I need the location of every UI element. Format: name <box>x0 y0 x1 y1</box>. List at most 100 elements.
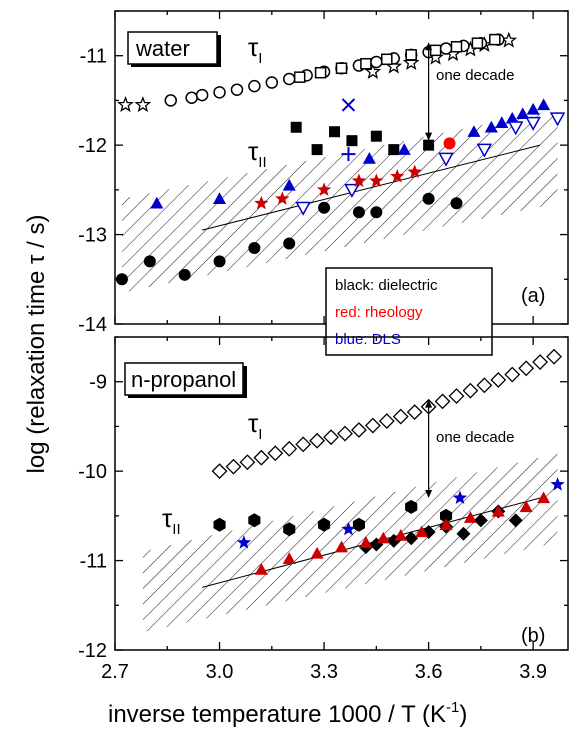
data-points <box>115 31 566 286</box>
triangle-down-open-marker <box>344 183 360 198</box>
triangle-down-open-marker <box>549 112 566 127</box>
triangle-filled-marker <box>463 511 477 523</box>
triangle-filled-marker <box>519 500 533 513</box>
y-tick-label: -10 <box>78 461 107 483</box>
circle-filled-marker <box>143 255 156 268</box>
triangle-filled-marker <box>310 546 324 559</box>
diamond-filled-marker <box>404 531 419 546</box>
diamond-open-marker <box>323 429 339 446</box>
square-open-marker <box>381 53 393 66</box>
hexagon-filled-marker <box>440 508 453 523</box>
square-filled-marker <box>290 121 302 133</box>
y-tick-label: -13 <box>78 225 107 247</box>
circle-open-marker <box>185 91 198 104</box>
hexagon-filled-marker <box>213 517 226 532</box>
sample-label-shadow <box>243 366 247 398</box>
diamond-open-marker <box>337 425 353 442</box>
star-open-marker <box>134 96 152 113</box>
y-axis-ticks: -12 -11 -10 -9 <box>78 336 568 662</box>
fit-line-segment <box>201 144 541 231</box>
square-open-marker <box>489 33 501 46</box>
triangle-filled-marker <box>505 111 519 124</box>
legend-frame <box>325 267 493 356</box>
tau-I-subscript: I <box>258 50 262 67</box>
circle-filled-marker <box>318 201 331 214</box>
triangle-down-open-marker <box>438 152 454 167</box>
triangle-filled-marker <box>495 116 509 128</box>
tau-II-symbol: τ <box>162 503 173 533</box>
sample-label: n-propanol <box>124 362 247 398</box>
y-tick-label: -12 <box>78 640 107 662</box>
triangle-filled-marker <box>415 525 429 538</box>
star-filled-marker <box>254 195 269 210</box>
diamond-open-marker <box>239 454 256 471</box>
circle-filled-marker <box>352 206 365 219</box>
tau-I-symbol: τ <box>248 408 259 438</box>
triangle-filled-marker <box>335 540 348 553</box>
x-marker <box>341 98 356 112</box>
triangle-filled-marker <box>362 152 376 164</box>
triangle-filled-marker <box>484 120 498 133</box>
circle-filled-marker <box>115 273 128 286</box>
circle-open-marker <box>439 42 453 55</box>
triangle-filled-marker <box>282 552 296 564</box>
tau-II-label: τII <box>162 503 181 538</box>
triangle-filled-marker <box>537 98 551 111</box>
diamond-open-marker <box>434 393 451 410</box>
square-open-marker <box>471 37 484 49</box>
triangle-filled-marker <box>213 192 227 204</box>
arrow-head-up <box>425 42 433 51</box>
tau-I-symbol: τ <box>248 32 259 62</box>
y-axis-ticks: -14 -13 -12 -11 <box>78 10 568 336</box>
triangle-down-open-marker <box>507 121 524 136</box>
star-filled-marker <box>275 191 290 205</box>
circle-filled-marker <box>422 192 435 205</box>
y-tick-label: -11 <box>80 46 107 68</box>
legend-box: black: dielectric red: rheology blue: DL… <box>325 267 493 356</box>
square-filled-marker <box>329 126 341 138</box>
y-tick-label: -11 <box>80 551 107 573</box>
tau-I-label: τI <box>248 32 262 67</box>
square-filled-marker <box>346 135 358 147</box>
x-tick-label: 3.3 <box>310 661 338 683</box>
sample-label-shadow-bottom <box>131 64 221 67</box>
hexagon-filled-marker <box>352 517 365 532</box>
diamond-open-marker <box>281 440 298 457</box>
star-filled-marker <box>351 173 367 187</box>
square-open-marker <box>335 62 348 74</box>
plot-frame <box>114 336 569 651</box>
panel-b-n-propanol: -12 -11 -10 -9 2.7 3.0 3.3 3.6 3.9 n-propanol τ… <box>78 336 569 683</box>
triangle-filled-marker <box>394 529 408 541</box>
square-open-marker <box>360 58 372 70</box>
triangle-down-open-marker <box>476 143 493 158</box>
triangle-filled-marker <box>537 491 551 504</box>
sample-label-text: water <box>135 36 190 61</box>
hexagon-filled-marker <box>283 522 296 537</box>
star-filled-marker <box>369 173 384 187</box>
square-filled-marker <box>423 139 435 151</box>
square-open-marker <box>429 44 442 57</box>
circle-open-marker <box>248 79 261 93</box>
x-tick-label: 3.0 <box>206 661 234 683</box>
diamond-open-marker <box>462 382 479 399</box>
square-filled-marker <box>311 144 323 156</box>
diamond-open-marker <box>267 445 284 462</box>
diamond-open-marker <box>448 388 465 404</box>
circle-filled-marker <box>450 197 463 210</box>
diamond-open-marker <box>351 422 367 438</box>
square-open-marker <box>405 49 417 61</box>
diamond-filled-marker <box>473 513 488 528</box>
x-tick-label: 3.6 <box>415 661 443 683</box>
tau-II-label: τII <box>248 136 267 171</box>
panel-label: (a) <box>521 285 545 307</box>
diamond-open-marker <box>364 417 381 434</box>
x-axis-title: inverse temperature 1000 / T (K-1) <box>108 699 467 728</box>
one-decade-arrow <box>425 42 433 141</box>
plus-marker <box>341 147 356 162</box>
diamond-open-marker <box>546 348 562 365</box>
star-open-marker <box>117 96 134 113</box>
diamond-open-marker <box>295 436 312 453</box>
triangle-filled-marker <box>526 102 540 115</box>
y-tick-label: -14 <box>78 314 107 336</box>
